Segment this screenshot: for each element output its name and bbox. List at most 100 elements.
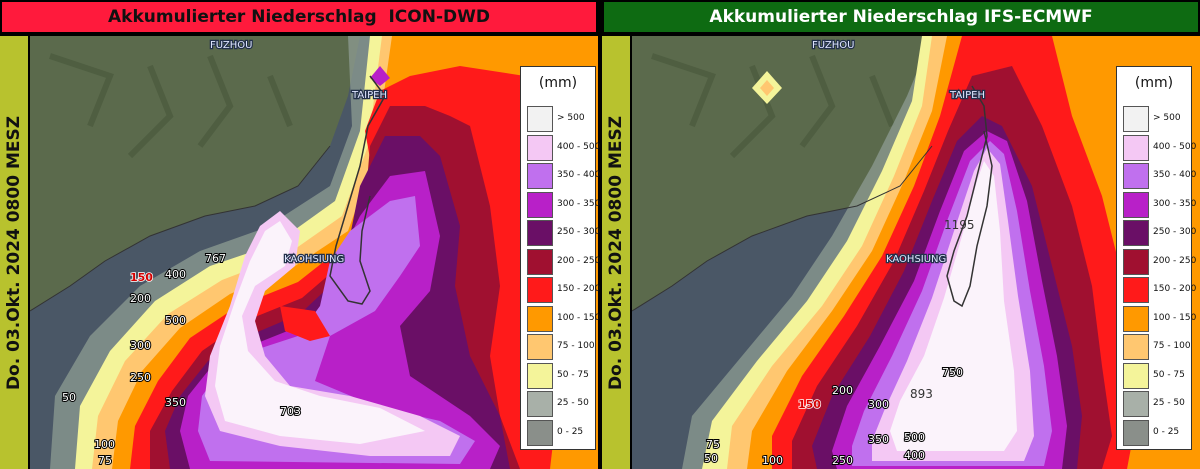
legend-item: 350 - 400	[527, 162, 600, 190]
legend-swatch	[1123, 362, 1149, 389]
contour-label: 50	[704, 452, 718, 465]
mainland-china	[632, 36, 962, 311]
contour-label: 350	[868, 433, 889, 446]
mainland-china	[30, 36, 360, 311]
legend-swatch	[1123, 419, 1149, 446]
legend-swatch	[527, 419, 553, 446]
legend-item: 150 - 200	[527, 276, 600, 304]
legend-item: > 500	[527, 105, 595, 133]
contour-label: 250	[130, 371, 151, 384]
legend-label: 25 - 50	[1153, 398, 1185, 408]
contour-label: 500	[165, 314, 186, 327]
legend-item: 0 - 25	[527, 419, 595, 447]
band-over-500	[890, 161, 1017, 451]
legend-item: 350 - 400	[1123, 162, 1196, 190]
legend-label: 100 - 150	[1153, 312, 1197, 323]
legend-item: 25 - 50	[1123, 390, 1191, 418]
city-taipeh: TAIPEH	[351, 90, 387, 101]
contour-label: 75	[706, 438, 720, 451]
legend-label: 150 - 200	[557, 284, 601, 294]
legend-item: 100 - 150	[527, 305, 600, 333]
taiwan-outline	[946, 85, 993, 308]
legend-label: 250 - 300	[1153, 227, 1197, 237]
legend-label: 350 - 400	[557, 170, 601, 180]
legend-label: 400 - 500	[1153, 141, 1197, 152]
contour-label: 50	[62, 391, 76, 404]
legend-label: 75 - 100	[557, 341, 595, 351]
panel-title: Akkumulierter Niederschlag ICON-DWD	[0, 0, 598, 34]
legend-swatch	[1123, 305, 1149, 332]
legend-item: 75 - 100	[527, 333, 595, 361]
legend-item: 300 - 350	[527, 191, 600, 219]
legend-item: 400 - 500	[1123, 134, 1196, 162]
legend-item: 50 - 75	[1123, 362, 1191, 390]
legend-label: 100 - 150	[557, 312, 601, 323]
legend-item: 300 - 350	[1123, 191, 1196, 219]
legend-swatch	[527, 134, 553, 161]
date-sidebar: Do. 03.Okt. 2024 0800 MESZ	[602, 36, 632, 469]
contour-label: 300	[130, 339, 151, 352]
legend-label: 400 - 500	[557, 141, 601, 152]
contour-label: 100	[94, 438, 115, 451]
legend-label: 200 - 250	[1153, 255, 1197, 266]
contour-label: 250	[832, 454, 853, 467]
legend-item: 0 - 25	[1123, 419, 1191, 447]
contour-label: 300	[868, 398, 889, 411]
contour-label: 200	[832, 384, 853, 397]
legend-label: 300 - 350	[1153, 198, 1197, 209]
precipitation-map: FUZHOU TAIPEH KAOHSIUNG 1195 893 750 200…	[632, 36, 1200, 469]
legend-item: 200 - 250	[1123, 248, 1196, 276]
panel-title: Akkumulierter Niederschlag IFS-ECMWF	[602, 0, 1200, 34]
legend-item: > 500	[1123, 105, 1191, 133]
contour-label: 150	[130, 271, 153, 284]
legend-item: 250 - 300	[527, 219, 600, 247]
contour-label: 750	[942, 366, 963, 379]
legend-swatch	[527, 277, 553, 303]
maximum-value: 767	[205, 252, 226, 265]
contour-label: 400	[165, 268, 186, 281]
legend-label: 150 - 200	[1153, 284, 1197, 294]
legend-item: 75 - 100	[1123, 333, 1191, 361]
panel-icon-dwd: Akkumulierter Niederschlag ICON-DWD Do. …	[0, 0, 600, 469]
panel-ifs-ecmwf: Akkumulierter Niederschlag IFS-ECMWF Do.…	[602, 0, 1200, 469]
legend-item: 50 - 75	[527, 362, 595, 390]
maximum-value: 893	[910, 387, 933, 401]
city-fuzhou: FUZHOU	[812, 40, 854, 51]
legend-swatch	[527, 334, 553, 360]
legend-swatch	[1123, 334, 1149, 360]
city-fuzhou: FUZHOU	[210, 40, 252, 51]
legend-swatch	[1123, 277, 1149, 303]
city-kaohsiung: KAOHSIUNG	[886, 254, 946, 265]
date-sidebar: Do. 03.Okt. 2024 0800 MESZ	[0, 36, 30, 469]
contour-label: 100	[762, 454, 783, 467]
date-label: Do. 03.Okt. 2024 0800 MESZ	[4, 115, 24, 390]
legend-swatch	[527, 248, 553, 275]
date-label: Do. 03.Okt. 2024 0800 MESZ	[606, 115, 626, 390]
legend-item: 250 - 300	[1123, 219, 1196, 247]
contour-label: 200	[130, 292, 151, 305]
legend-label: 300 - 350	[557, 198, 601, 209]
legend-swatch	[527, 362, 553, 389]
legend-unit: (mm)	[1134, 75, 1174, 91]
legend-unit: (mm)	[538, 75, 578, 91]
legend-swatch	[1123, 134, 1149, 161]
contour-label: 75	[98, 454, 112, 467]
maximum-value: 703	[280, 405, 301, 418]
legend-item: 150 - 200	[1123, 276, 1196, 304]
legend-label: > 500	[1153, 113, 1181, 123]
legend-swatch	[1123, 191, 1149, 218]
taiwan-outline	[329, 75, 386, 305]
legend-swatch	[1123, 248, 1149, 275]
legend-label: 200 - 250	[557, 255, 601, 266]
legend-swatch	[527, 163, 553, 189]
legend-item: 400 - 500	[527, 134, 600, 162]
city-taipeh: TAIPEH	[949, 90, 985, 101]
legend-item: 100 - 150	[1123, 305, 1196, 333]
contour-label: 500	[904, 431, 925, 444]
contour-label: 150	[798, 398, 821, 411]
legend: (mm) > 500 400 - 500 350 - 400 300 - 350 250…	[520, 66, 600, 450]
legend-label: 0 - 25	[1153, 426, 1180, 437]
legend-label: 350 - 400	[1153, 170, 1197, 180]
precipitation-map: FUZHOU TAIPEH KAOHSIUNG 767 703 150 400 …	[30, 36, 598, 469]
legend-label: 0 - 25	[557, 426, 584, 437]
